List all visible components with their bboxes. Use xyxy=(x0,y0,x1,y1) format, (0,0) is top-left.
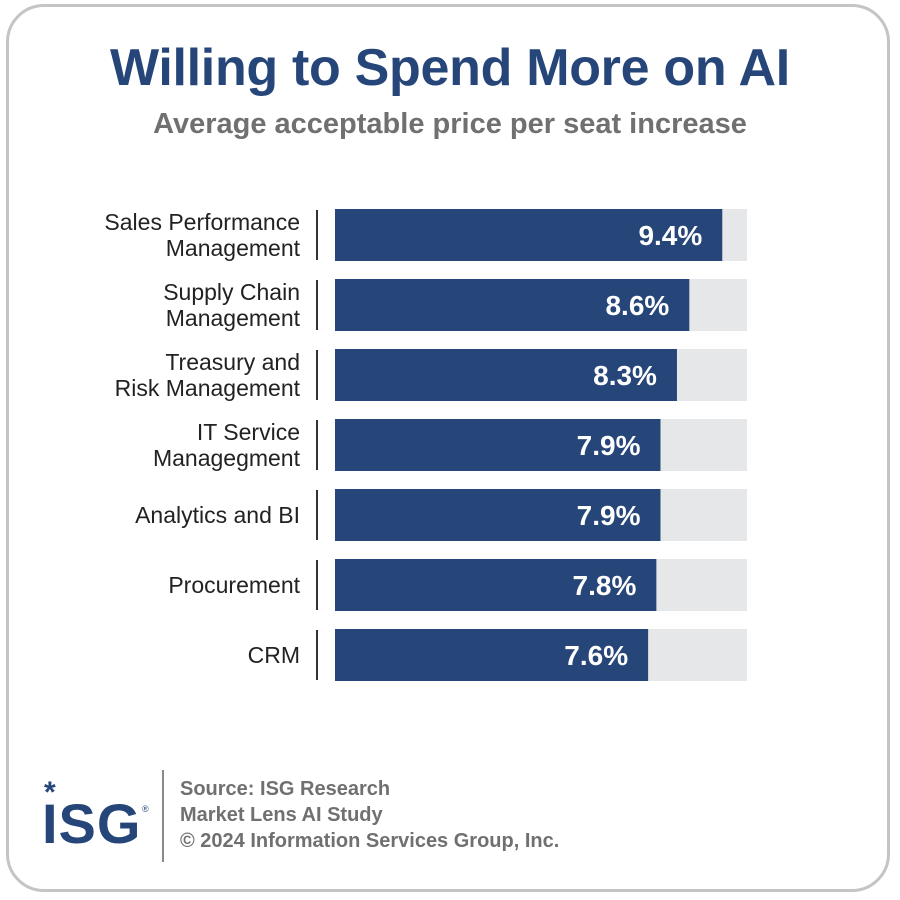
bar xyxy=(335,629,649,681)
category-label: Sales Performance xyxy=(104,209,300,235)
category-label: Treasury and xyxy=(165,349,300,375)
value-label: 7.6% xyxy=(564,640,628,671)
isg-logo: ISG xyxy=(42,792,142,855)
category-label: Managegment xyxy=(153,445,301,471)
category-label: Risk Management xyxy=(115,375,301,401)
bar xyxy=(335,349,677,401)
chart-subtitle: Average acceptable price per seat increa… xyxy=(153,108,747,140)
source-note: Source: ISG Research Market Lens AI Stud… xyxy=(180,776,559,854)
category-label: CRM xyxy=(248,642,300,668)
category-label: Management xyxy=(166,305,301,331)
value-label: 7.8% xyxy=(573,570,637,601)
category-label: Analytics and BI xyxy=(135,502,300,528)
footer-divider xyxy=(162,770,164,862)
bar xyxy=(335,279,690,331)
source-line: Source: ISG Research xyxy=(180,778,391,800)
value-label: 8.6% xyxy=(605,290,669,321)
bar xyxy=(335,559,657,611)
bar xyxy=(335,419,661,471)
category-label: Procurement xyxy=(168,572,300,598)
bar xyxy=(335,489,661,541)
bar xyxy=(335,209,723,261)
category-label: IT Service xyxy=(197,419,300,445)
isg-logo-star-icon: * xyxy=(44,776,56,809)
category-label: Management xyxy=(166,235,301,261)
chart-title: Willing to Spend More on AI xyxy=(110,39,790,97)
value-label: 9.4% xyxy=(638,220,702,251)
value-label: 7.9% xyxy=(577,430,641,461)
registered-mark: ® xyxy=(142,804,149,814)
value-label: 7.9% xyxy=(577,500,641,531)
value-label: 8.3% xyxy=(593,360,657,391)
source-line: © 2024 Information Services Group, Inc. xyxy=(180,830,560,852)
category-label: Supply Chain xyxy=(163,279,300,305)
source-line: Market Lens AI Study xyxy=(180,804,383,826)
